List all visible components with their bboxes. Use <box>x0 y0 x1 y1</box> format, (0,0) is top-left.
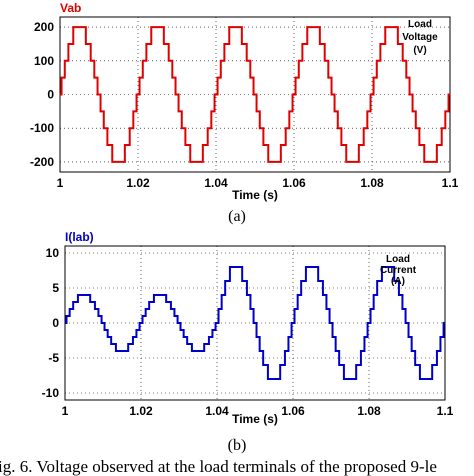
x-tick-label: 1 <box>62 404 69 418</box>
y-tick-label: -5 <box>48 351 59 365</box>
chart-b-x-axis-label: Time (s) <box>232 412 278 426</box>
chart-a-x-ticks: 1 1.02 1.04 1.06 1.08 1.1 <box>57 176 459 190</box>
chart-b-annotation-line-3: (A) <box>391 276 405 287</box>
chart-a-x-axis-label: Time (s) <box>232 188 278 202</box>
y-tick-label: 10 <box>46 246 60 260</box>
y-tick-label: 5 <box>52 281 59 295</box>
y-tick-label: 0 <box>52 316 59 330</box>
chart-a-y-ticks: 200 100 0 -100 -200 <box>30 20 54 169</box>
chart-a-annotation-line-3: (V) <box>413 45 426 56</box>
chart-a: Vab 200 100 0 -100 -200 1 1.02 1.04 1.06 1.08 1.1… <box>30 1 459 225</box>
chart-b-annotation: Load Current (A) <box>380 254 417 287</box>
y-tick-label: 200 <box>34 20 54 34</box>
y-tick-label: 100 <box>34 54 54 68</box>
y-tick-label: -100 <box>30 121 54 135</box>
chart-b-x-ticks: 1 1.02 1.04 1.06 1.08 1.1 <box>62 404 454 418</box>
x-tick-label: 1.1 <box>442 176 459 190</box>
figure-caption: ig. 6. Voltage observed at the load term… <box>0 457 437 476</box>
y-tick-label: -10 <box>42 386 60 400</box>
chart-a-annotation-line-2: Voltage <box>402 32 438 43</box>
y-tick-label: -200 <box>30 155 54 169</box>
chart-b-annotation-line-2: Current <box>380 265 417 276</box>
x-tick-label: 1.04 <box>205 404 229 418</box>
chart-a-annotation: Load Voltage (V) <box>402 19 438 56</box>
chart-b: I(lab) 10 5 0 -5 -10 1 1.02 1.04 1.06 1.08 1.1 Lo… <box>42 230 454 454</box>
chart-a-title: Vab <box>60 1 81 15</box>
chart-a-subfigure-label: (a) <box>228 208 246 225</box>
y-tick-label: 0 <box>47 88 54 102</box>
x-tick-label: 1.08 <box>357 404 381 418</box>
x-tick-label: 1.02 <box>126 176 150 190</box>
x-tick-label: 1.02 <box>129 404 153 418</box>
x-tick-label: 1.04 <box>204 176 228 190</box>
x-tick-label: 1.06 <box>282 176 306 190</box>
chart-b-subfigure-label: (b) <box>228 437 247 454</box>
chart-b-title: I(lab) <box>65 230 94 244</box>
x-tick-label: 1.08 <box>360 176 384 190</box>
chart-b-series-current-line <box>65 266 445 380</box>
x-tick-label: 1.06 <box>281 404 305 418</box>
chart-b-annotation-line-1: Load <box>386 254 410 265</box>
chart-a-series-vab-line <box>60 26 450 163</box>
chart-a-annotation-line-1: Load <box>408 19 432 30</box>
x-tick-label: 1 <box>57 176 64 190</box>
chart-b-y-ticks: 10 5 0 -5 -10 <box>42 246 60 400</box>
x-tick-label: 1.1 <box>437 404 454 418</box>
